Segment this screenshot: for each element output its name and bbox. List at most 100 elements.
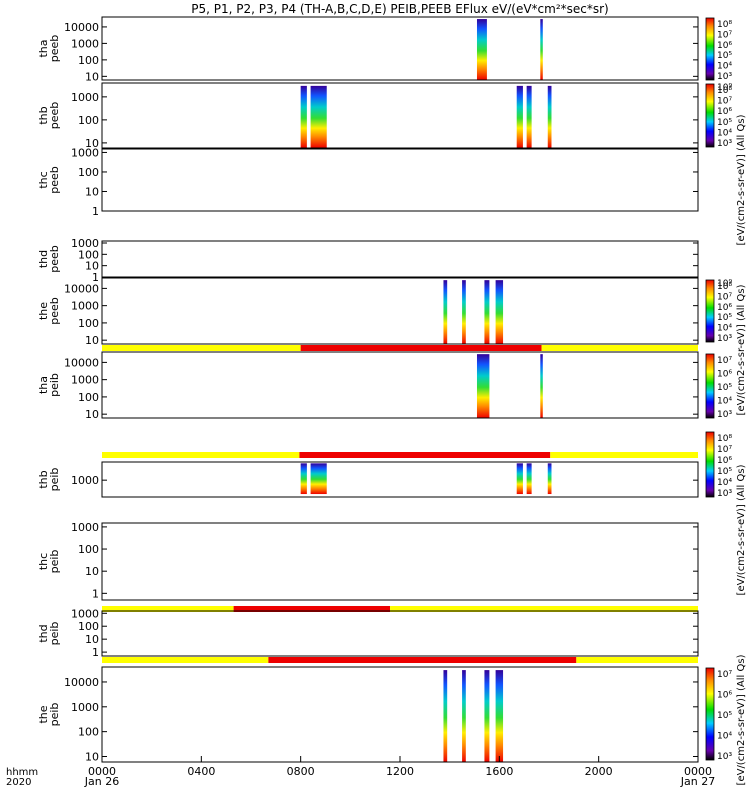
colorbar-tick-label: 10⁶ [717,107,732,117]
colorbar-tick-label: 10⁶ [717,303,732,313]
panel-frame [101,666,699,763]
y-axis-label: thb [37,470,50,488]
colorbar-unit-label: [eV/(cm2-s-sr-eV)] (All Qs) [736,284,747,415]
colorbar-tick-label: 10⁴ [717,324,732,334]
colorbar-tick-label: 10⁸ [717,20,732,30]
x-tick-label: 1200 [386,765,414,778]
panel-frame [101,277,699,345]
y-axis-label: thd [37,250,50,268]
colorbar-tick-label: 10⁶ [717,456,732,466]
colorbar-tick-label: 10⁴ [717,478,732,488]
y-axis-label: peeb [48,166,61,194]
colorbar-tick-label: 10⁴ [717,62,732,72]
spectrogram-block [547,463,552,495]
y-tick-label: 1000 [71,474,99,487]
y-tick-label: 1 [92,271,99,284]
y-tick-label: 100 [78,391,99,404]
spectrogram-block [476,354,490,418]
mode-bar-segment [576,657,698,663]
y-tick-label: 100 [78,317,99,330]
colorbar-unit-label: [eV/(cm2-s-sr-eV)] (All Qs) [736,654,747,785]
spectrogram-block [516,85,523,148]
mode-bar-segment [102,657,269,663]
y-tick-label: 1 [92,646,99,659]
mode-bar-segment [300,345,542,351]
spectrogram-block [443,670,448,762]
spectrogram-block [516,463,523,495]
y-tick-label: 10000 [64,282,99,295]
colorbar-top-label: 10⁹ [717,279,732,289]
y-tick-label: 100 [78,248,99,261]
figure-title: P5, P1, P2, P3, P4 (TH-A,B,C,D,E) PEIB,P… [191,2,608,16]
mode-bar-segment [102,452,300,458]
y-axis-label: the [37,302,50,320]
y-tick-label: 10000 [64,676,99,689]
colorbar-tick-label: 10⁶ [717,370,732,380]
colorbar-scale [705,353,715,419]
y-axis-label: thb [37,106,50,124]
y-tick-label: 100 [78,726,99,739]
y-tick-label: 100 [78,114,99,127]
spectrogram-block [540,19,543,80]
y-axis-label: peeb [48,102,61,130]
y-tick-label: 1000 [71,300,99,313]
colorbar-tick-label: 10⁷ [717,292,732,302]
spectrogram-block [462,670,466,762]
panel-frame [101,522,699,601]
y-tick-label: 10 [85,137,99,150]
colorbar-tick-label: 10⁸ [717,434,732,444]
y-tick-label: 1000 [71,701,99,714]
y-tick-label: 1000 [71,37,99,50]
y-tick-label: 10 [85,633,99,646]
mode-bar-segment [102,606,234,612]
y-axis-label: peeb [48,245,61,273]
x-tick-label: 1600 [485,765,513,778]
x-tick-label: 2000 [585,765,613,778]
mode-bar-segment [541,345,698,351]
y-tick-label: 1000 [71,237,99,250]
colorbar-tick-label: 10³ [717,752,732,762]
spectrogram-block [484,670,490,762]
colorbar-tick-label: 10³ [717,139,732,149]
spectrogram-block [526,463,532,495]
panel-frame [101,351,699,419]
mode-bar-segment [299,452,551,458]
y-axis-label: thc [37,553,50,570]
spectrogram-block [476,19,487,80]
y-tick-label: 1 [92,587,99,600]
panel-frame [101,16,699,81]
colorbar-tick-label: 10⁵ [717,118,732,128]
panel-frame [101,610,699,657]
spectrogram-block [443,280,448,344]
y-axis-label: peib [48,468,61,492]
colorbar-tick-label: 10⁴ [717,128,732,138]
spectrogram-block [300,85,307,148]
x-axis-label-line2: 2020 [6,777,31,788]
mode-bar-segment [550,452,698,458]
colorbar-tick-label: 10⁴ [717,732,732,742]
panels-group: 10100100010000thapeeb101001000thbpeeb110… [37,16,699,763]
colorbar-tick-label: 10⁵ [717,467,732,477]
y-axis-label: peib [48,622,61,646]
y-tick-label: 100 [78,543,99,556]
mode-bar-segment [390,606,698,612]
colorbar-tick-label: 10⁵ [717,313,732,323]
y-tick-label: 10000 [64,21,99,34]
colorbar-scale [705,431,715,498]
colorbar-tick-label: 10⁵ [717,383,732,393]
colorbar-tick-label: 10⁷ [717,356,732,366]
y-tick-label: 100 [78,54,99,67]
colorbar-scale [705,17,715,81]
colorbar-top-label: 10⁹ [717,83,732,93]
colorbar-tick-label: 10³ [717,410,732,420]
panel-frame [101,240,699,278]
